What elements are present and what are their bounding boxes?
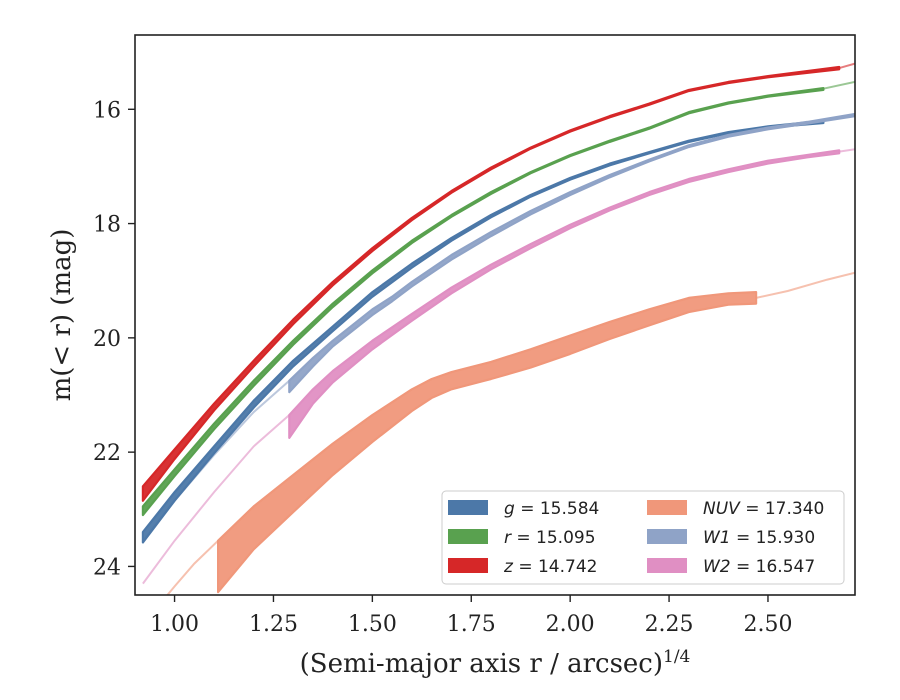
y-tick-label: 20 (93, 327, 121, 352)
extrapolation-w2-16-547 (142, 414, 290, 585)
plot-frame (134, 34, 856, 596)
band-nuv-17-340 (217, 291, 758, 594)
x-tick-label: 1.50 (348, 612, 397, 637)
x-tick-label: 2.00 (546, 612, 595, 637)
y-tick-label: 22 (93, 441, 121, 466)
x-tick-label: 2.50 (743, 612, 792, 637)
x-tick-label: 1.25 (249, 612, 298, 637)
x-axis-label: (Semi-major axis r / arcsec)1/4 (300, 647, 691, 679)
legend-swatch-g-15-584 (448, 500, 488, 515)
band-z-14-742 (141, 65, 841, 502)
extrapolation-nuv-17-340 (755, 271, 855, 299)
legend-label-w1-15-930: W1 = 15.930 (703, 528, 815, 548)
y-tick-label: 16 (93, 98, 121, 123)
axes: 1.00 1.25 1.50 1.75 2.00 2.25 2.50 16 18 20 22 24 (93, 34, 856, 637)
band-r-15-095 (141, 87, 825, 517)
legend-swatch-w1-15-930 (647, 529, 687, 544)
x-tick-label: 1.75 (447, 612, 496, 637)
y-tick-label: 24 (93, 555, 121, 580)
legend: g = 15.584 r = 15.095 z = 14.742 NUV = 17.3… (441, 490, 845, 585)
plot-marks (141, 62, 855, 595)
extrapolation-z-14-742 (838, 62, 855, 70)
legend-label-nuv-17-340: NUV = 17.340 (703, 499, 824, 519)
legend-swatch-r-15-095 (448, 529, 488, 544)
x-tick-label: 1.00 (150, 612, 199, 637)
band-g-15-584 (141, 119, 825, 544)
legend-label-w2-16-547: W2 = 16.547 (703, 557, 815, 577)
legend-label-g-15-584: g = 15.584 (504, 499, 599, 519)
legend-label-r-15-095: r = 15.095 (504, 528, 596, 548)
extrapolation-r-15-095 (823, 80, 855, 90)
y-axis-label: m(< r) (mag) (47, 229, 77, 402)
band-w2-16-547 (288, 149, 841, 439)
extrapolation-nuv-17-340 (166, 539, 219, 595)
x-tick-label: 2.25 (645, 612, 694, 637)
legend-label-z-14-742: z = 14.742 (503, 557, 597, 577)
legend-box (441, 490, 845, 585)
extrapolation-w2-16-547 (839, 148, 855, 153)
y-tick-label: 18 (93, 213, 121, 238)
legend-swatch-w2-16-547 (647, 558, 687, 573)
legend-swatch-z-14-742 (448, 558, 488, 573)
legend-swatch-nuv-17-340 (647, 500, 687, 515)
band-w1-15-930 (288, 112, 855, 394)
